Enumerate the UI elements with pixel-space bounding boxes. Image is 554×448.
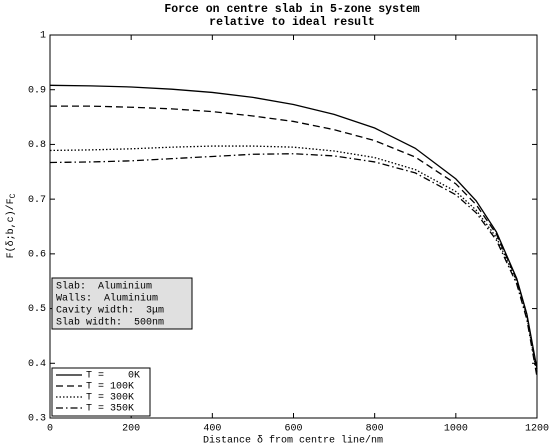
legend-label: T = 300K [86, 393, 134, 404]
x-tick-label: 0 [47, 424, 53, 435]
y-axis-label: F(δ;b,c)/FC [5, 193, 18, 258]
y-tick-label: 0.3 [28, 414, 46, 425]
y-axis-label-main: F(δ;b,c)/F [5, 198, 17, 258]
annotation-text: Slab width: 500nm [56, 317, 164, 329]
legend-box [51, 367, 151, 417]
series-line [49, 153, 538, 378]
x-tick-label: 800 [366, 424, 384, 435]
annotation-text: Slab: Aluminium [56, 281, 152, 293]
annotation-text: Cavity width: 3μm [56, 305, 164, 317]
y-tick-label: 0.7 [28, 195, 46, 206]
chart-title: Force on centre slab in 5-zone system [164, 3, 419, 16]
y-tick-label: 1 [40, 31, 46, 42]
x-tick-label: 400 [203, 424, 221, 435]
y-axis-label-sub: C [9, 193, 18, 198]
x-tick-label: 200 [122, 424, 140, 435]
y-tick-label: 0.4 [28, 359, 46, 370]
series-line [50, 105, 538, 372]
chart-title: relative to ideal result [209, 16, 375, 29]
series-line [49, 84, 538, 369]
y-tick-label: 0.5 [28, 304, 46, 315]
series-line [49, 145, 538, 375]
annotation-text: Walls: Aluminium [56, 293, 158, 305]
legend-label: T = 100K [86, 382, 134, 393]
x-tick-label: 1200 [525, 424, 549, 435]
y-tick-label: 0.8 [28, 140, 46, 151]
x-axis-label: Distance δ from centre line/nm [203, 435, 383, 447]
annotation-box [51, 277, 193, 330]
y-tick-label: 0.6 [28, 249, 46, 260]
legend-label: T = 0K [86, 371, 140, 382]
y-tick-label: 0.9 [28, 85, 46, 96]
x-tick-label: 600 [284, 424, 302, 435]
x-tick-label: 1000 [444, 424, 468, 435]
plot-frame [49, 34, 538, 419]
legend-label: T = 350K [86, 404, 134, 415]
